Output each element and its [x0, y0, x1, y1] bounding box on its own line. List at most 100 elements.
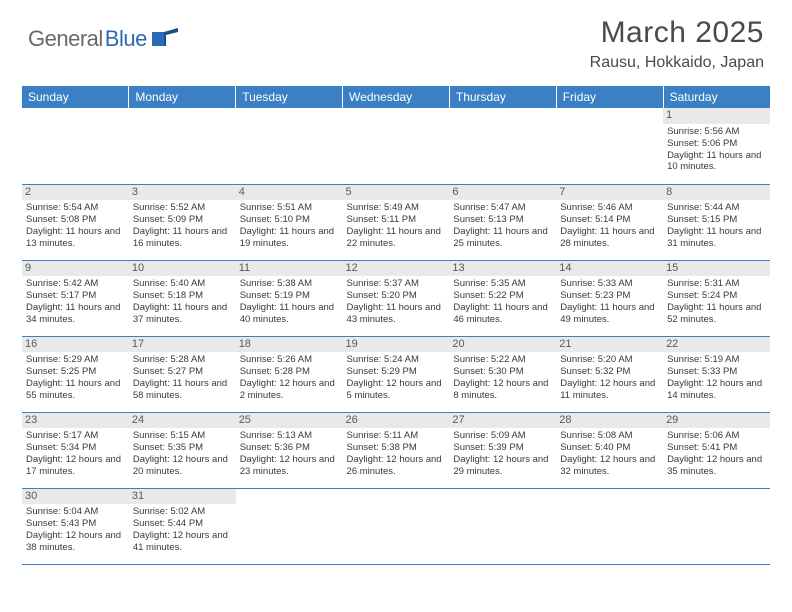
day-number: 27 — [449, 413, 556, 429]
day-details: Sunrise: 5:22 AMSunset: 5:30 PMDaylight:… — [453, 354, 552, 402]
calendar-cell-empty — [236, 108, 343, 184]
day-number: 8 — [663, 185, 770, 201]
calendar-cell-empty — [556, 108, 663, 184]
calendar-cell: 25Sunrise: 5:13 AMSunset: 5:36 PMDayligh… — [236, 412, 343, 488]
calendar-cell: 17Sunrise: 5:28 AMSunset: 5:27 PMDayligh… — [129, 336, 236, 412]
calendar-cell: 12Sunrise: 5:37 AMSunset: 5:20 PMDayligh… — [343, 260, 450, 336]
weekday-row: SundayMondayTuesdayWednesdayThursdayFrid… — [22, 86, 770, 108]
calendar-cell: 11Sunrise: 5:38 AMSunset: 5:19 PMDayligh… — [236, 260, 343, 336]
day-details: Sunrise: 5:26 AMSunset: 5:28 PMDaylight:… — [240, 354, 339, 402]
day-number: 7 — [556, 185, 663, 201]
day-details: Sunrise: 5:09 AMSunset: 5:39 PMDaylight:… — [453, 430, 552, 478]
calendar-cell: 6Sunrise: 5:47 AMSunset: 5:13 PMDaylight… — [449, 184, 556, 260]
weekday-header: Thursday — [449, 86, 556, 108]
calendar-cell: 1 Sunrise: 5:56 AMSunset: 5:06 PMDaylight… — [663, 108, 770, 184]
day-number: 21 — [556, 337, 663, 353]
calendar-cell: 31Sunrise: 5:02 AMSunset: 5:44 PMDayligh… — [129, 488, 236, 564]
day-details: Sunrise: 5:13 AMSunset: 5:36 PMDaylight:… — [240, 430, 339, 478]
day-number: 4 — [236, 185, 343, 201]
day-details: Sunrise: 5:54 AMSunset: 5:08 PMDaylight:… — [26, 202, 125, 250]
calendar-row: 2Sunrise: 5:54 AMSunset: 5:08 PMDaylight… — [22, 184, 770, 260]
day-number: 14 — [556, 261, 663, 277]
calendar-row: 1 Sunrise: 5:56 AMSunset: 5:06 PMDaylight… — [22, 108, 770, 184]
day-details: Sunrise: 5:31 AMSunset: 5:24 PMDaylight:… — [667, 278, 766, 326]
calendar-cell-empty — [449, 108, 556, 184]
day-number: 2 — [22, 185, 129, 201]
day-details: Sunrise: 5:15 AMSunset: 5:35 PMDaylight:… — [133, 430, 232, 478]
day-details: Sunrise: 5:51 AMSunset: 5:10 PMDaylight:… — [240, 202, 339, 250]
day-details: Sunrise: 5:44 AMSunset: 5:15 PMDaylight:… — [667, 202, 766, 250]
day-number: 17 — [129, 337, 236, 353]
calendar-cell-empty — [449, 488, 556, 564]
calendar-cell: 4Sunrise: 5:51 AMSunset: 5:10 PMDaylight… — [236, 184, 343, 260]
weekday-header: Friday — [556, 86, 663, 108]
weekday-header: Tuesday — [236, 86, 343, 108]
day-details: Sunrise: 5:20 AMSunset: 5:32 PMDaylight:… — [560, 354, 659, 402]
day-number: 30 — [22, 489, 129, 505]
day-details: Sunrise: 5:47 AMSunset: 5:13 PMDaylight:… — [453, 202, 552, 250]
day-details: Sunrise: 5:37 AMSunset: 5:20 PMDaylight:… — [347, 278, 446, 326]
logo-text-blue: Blue — [105, 26, 147, 52]
calendar-cell: 16Sunrise: 5:29 AMSunset: 5:25 PMDayligh… — [22, 336, 129, 412]
calendar-cell: 18Sunrise: 5:26 AMSunset: 5:28 PMDayligh… — [236, 336, 343, 412]
logo-text-general: General — [28, 26, 103, 52]
day-number: 24 — [129, 413, 236, 429]
calendar-cell: 10Sunrise: 5:40 AMSunset: 5:18 PMDayligh… — [129, 260, 236, 336]
calendar-row: 16Sunrise: 5:29 AMSunset: 5:25 PMDayligh… — [22, 336, 770, 412]
calendar-cell: 5Sunrise: 5:49 AMSunset: 5:11 PMDaylight… — [343, 184, 450, 260]
day-details: Sunrise: 5:08 AMSunset: 5:40 PMDaylight:… — [560, 430, 659, 478]
logo-flag-icon — [152, 28, 178, 51]
day-details: Sunrise: 5:56 AMSunset: 5:06 PMDaylight:… — [667, 126, 766, 174]
day-number: 1 — [663, 108, 770, 124]
day-number: 6 — [449, 185, 556, 201]
day-number: 16 — [22, 337, 129, 353]
weekday-header: Wednesday — [343, 86, 450, 108]
weekday-header: Monday — [129, 86, 236, 108]
day-details: Sunrise: 5:33 AMSunset: 5:23 PMDaylight:… — [560, 278, 659, 326]
day-number: 12 — [343, 261, 450, 277]
calendar-cell: 15Sunrise: 5:31 AMSunset: 5:24 PMDayligh… — [663, 260, 770, 336]
calendar-cell: 28Sunrise: 5:08 AMSunset: 5:40 PMDayligh… — [556, 412, 663, 488]
calendar-cell-empty — [663, 488, 770, 564]
day-number: 15 — [663, 261, 770, 277]
calendar-cell: 26Sunrise: 5:11 AMSunset: 5:38 PMDayligh… — [343, 412, 450, 488]
logo: General Blue — [28, 26, 178, 52]
day-details: Sunrise: 5:38 AMSunset: 5:19 PMDaylight:… — [240, 278, 339, 326]
location: Rausu, Hokkaido, Japan — [590, 54, 764, 72]
month-title: March 2025 — [590, 16, 764, 50]
calendar-cell: 23Sunrise: 5:17 AMSunset: 5:34 PMDayligh… — [22, 412, 129, 488]
day-number: 31 — [129, 489, 236, 505]
weekday-header: Saturday — [663, 86, 770, 108]
calendar-cell: 21Sunrise: 5:20 AMSunset: 5:32 PMDayligh… — [556, 336, 663, 412]
day-details: Sunrise: 5:04 AMSunset: 5:43 PMDaylight:… — [26, 506, 125, 554]
calendar-cell: 27Sunrise: 5:09 AMSunset: 5:39 PMDayligh… — [449, 412, 556, 488]
day-details: Sunrise: 5:02 AMSunset: 5:44 PMDaylight:… — [133, 506, 232, 554]
day-details: Sunrise: 5:42 AMSunset: 5:17 PMDaylight:… — [26, 278, 125, 326]
calendar-cell: 7Sunrise: 5:46 AMSunset: 5:14 PMDaylight… — [556, 184, 663, 260]
day-details: Sunrise: 5:52 AMSunset: 5:09 PMDaylight:… — [133, 202, 232, 250]
calendar-table: SundayMondayTuesdayWednesdayThursdayFrid… — [22, 86, 770, 565]
calendar-cell-empty — [129, 108, 236, 184]
title-block: March 2025 Rausu, Hokkaido, Japan — [590, 16, 764, 72]
calendar-cell-empty — [556, 488, 663, 564]
day-number: 9 — [22, 261, 129, 277]
calendar-cell: 8Sunrise: 5:44 AMSunset: 5:15 PMDaylight… — [663, 184, 770, 260]
day-number: 22 — [663, 337, 770, 353]
calendar-cell: 29Sunrise: 5:06 AMSunset: 5:41 PMDayligh… — [663, 412, 770, 488]
day-details: Sunrise: 5:29 AMSunset: 5:25 PMDaylight:… — [26, 354, 125, 402]
day-number: 23 — [22, 413, 129, 429]
day-number: 29 — [663, 413, 770, 429]
day-number: 26 — [343, 413, 450, 429]
day-details: Sunrise: 5:28 AMSunset: 5:27 PMDaylight:… — [133, 354, 232, 402]
day-details: Sunrise: 5:46 AMSunset: 5:14 PMDaylight:… — [560, 202, 659, 250]
day-number: 20 — [449, 337, 556, 353]
day-number: 11 — [236, 261, 343, 277]
calendar-row: 23Sunrise: 5:17 AMSunset: 5:34 PMDayligh… — [22, 412, 770, 488]
day-details: Sunrise: 5:06 AMSunset: 5:41 PMDaylight:… — [667, 430, 766, 478]
day-number: 3 — [129, 185, 236, 201]
day-details: Sunrise: 5:11 AMSunset: 5:38 PMDaylight:… — [347, 430, 446, 478]
day-details: Sunrise: 5:17 AMSunset: 5:34 PMDaylight:… — [26, 430, 125, 478]
day-number: 25 — [236, 413, 343, 429]
calendar-cell: 20Sunrise: 5:22 AMSunset: 5:30 PMDayligh… — [449, 336, 556, 412]
calendar-cell: 2Sunrise: 5:54 AMSunset: 5:08 PMDaylight… — [22, 184, 129, 260]
